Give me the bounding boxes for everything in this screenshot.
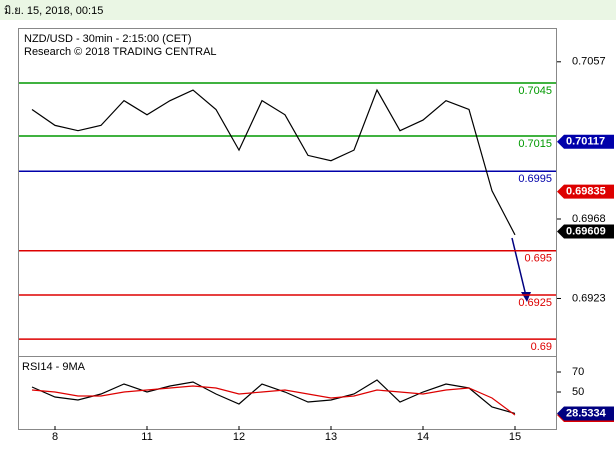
price-flag: [557, 134, 614, 149]
price-line: [31, 88, 516, 236]
price-flag: [557, 406, 614, 421]
rsi-title: RSI14 - 9MA: [22, 361, 86, 373]
y-tick-label: 50: [572, 386, 584, 398]
level-label: 0.7015: [518, 138, 552, 150]
y-tick-label: 0.6923: [572, 292, 606, 304]
x-tick-label: 15: [509, 431, 521, 443]
x-tick-label: 13: [325, 431, 337, 443]
level-label: 0.69: [531, 341, 552, 353]
level-label: 0.7045: [518, 85, 552, 97]
y-tick-label: 0.7057: [572, 56, 606, 68]
x-tick-label: 14: [417, 431, 429, 443]
price-flag-label: 0.69609: [566, 225, 606, 237]
x-tick-label: 8: [52, 431, 58, 443]
top-bar: [0, 0, 616, 20]
chart-title: NZD/USD - 30min - 2:15:00 (CET): [24, 33, 191, 45]
x-tick-label: 12: [233, 431, 245, 443]
level-label: 0.6925: [518, 297, 552, 309]
price-line: [31, 385, 516, 416]
y-tick-label: 0.6968: [572, 213, 606, 225]
y-tick-label: 70: [572, 366, 584, 378]
frame: [18, 28, 557, 430]
price-flag: [557, 184, 614, 199]
level-label: 0.695: [524, 253, 552, 265]
price-flag-label: 0.69835: [566, 186, 606, 198]
price-flag: [557, 224, 614, 239]
date: มิ.ย. 15, 2018, 00:15: [4, 5, 103, 17]
price-line: [31, 379, 516, 415]
chart-subtitle: Research © 2018 TRADING CENTRAL: [24, 46, 217, 58]
level-label: 0.6995: [518, 173, 552, 185]
price-flag-label: 0.70117: [566, 136, 605, 148]
x-tick-label: 11: [141, 431, 152, 443]
forecast-arrow: [511, 237, 531, 302]
price-flag-label: 28.5334: [566, 407, 607, 419]
